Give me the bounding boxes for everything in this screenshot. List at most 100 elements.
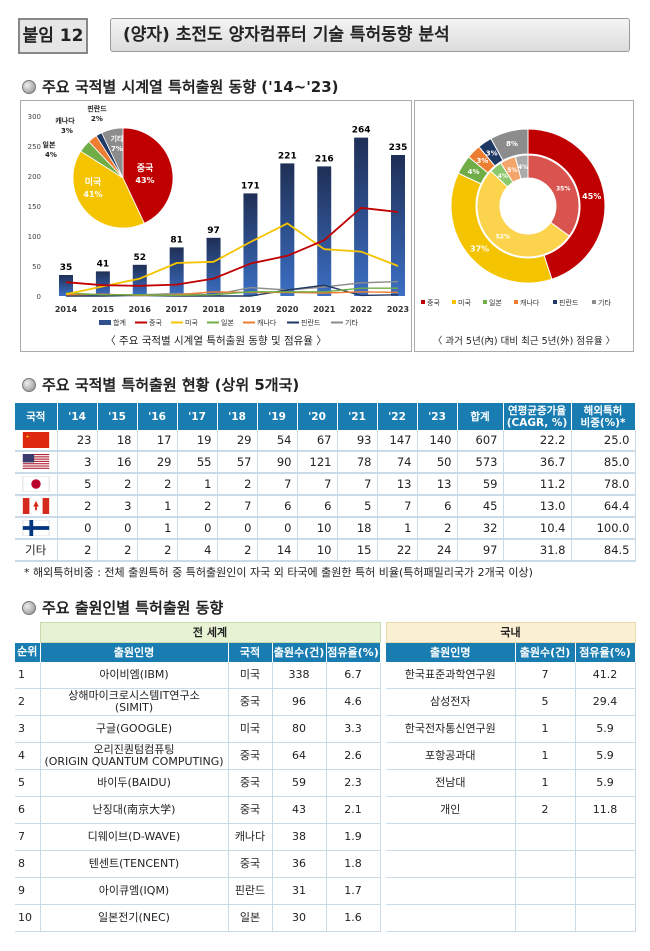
table-row: 23127665764513.064.4	[15, 495, 635, 517]
country-cell	[15, 451, 57, 473]
legend-label: 기타	[598, 298, 611, 307]
table-cell: 10	[297, 517, 337, 539]
column-header: 출원수(건)	[515, 643, 575, 663]
column-header: '22	[377, 403, 417, 430]
world-cell: 4	[15, 743, 40, 770]
world-cell: 중국	[228, 851, 272, 878]
table-cell: 1	[377, 517, 417, 539]
table-cell: 29	[217, 430, 257, 451]
table-row: 3구글(GOOGLE)미국803.3한국전자통신연구원15.9	[15, 716, 635, 743]
table-cell: 2	[97, 473, 137, 495]
page-title: (양자) 초전도 양자컴퓨터 기술 특허동향 분석	[110, 18, 630, 52]
world-cell: 1.8	[326, 851, 380, 878]
pie-value-label: 4%	[45, 151, 57, 159]
domestic-cell: 포항공과대	[386, 743, 515, 770]
bar-total	[96, 271, 110, 296]
share-donut-panel: 45%37%4%3%3%8%35%52%4%5%4%중국미국일본캐나다핀란드기타…	[414, 100, 634, 352]
world-cell: 미국	[228, 662, 272, 689]
domestic-cell	[386, 824, 515, 851]
column-header: 해외특허 비중(%)*	[571, 403, 635, 430]
legend-label: 일본	[221, 318, 234, 327]
pie-label: 미국	[85, 176, 102, 188]
world-cell: 7	[15, 824, 40, 851]
table-row: 10일본전기(NEC)일본301.6	[15, 905, 635, 932]
world-cell: 1	[15, 662, 40, 689]
legend-label: 핀란드	[559, 298, 579, 307]
section-heading-3: 주요 출원인별 특허출원 동향	[22, 597, 223, 618]
country-cell	[15, 473, 57, 495]
world-cell: 2.1	[326, 797, 380, 824]
legend-swatch	[421, 300, 425, 304]
domestic-cell	[575, 905, 635, 932]
bar-data-label: 41	[97, 259, 110, 269]
legend-swatch	[553, 300, 557, 304]
world-cell: 아이큐엠(IQM)	[40, 878, 228, 905]
table-cell: 0	[177, 517, 217, 539]
y-tick-label: 300	[28, 113, 41, 121]
bar-data-label: 35	[60, 263, 73, 273]
pie-value-label: 7%	[111, 145, 123, 153]
country-label: 기타	[25, 543, 46, 557]
outer-ring-value-label: 8%	[506, 140, 518, 148]
column-header: 점유율(%)	[575, 643, 635, 663]
flag-japan-icon	[22, 476, 50, 492]
world-cell: 바이두(BAIDU)	[40, 770, 228, 797]
table-cell: 85.0	[571, 451, 635, 473]
bar-data-label: 52	[134, 253, 147, 263]
table-cell: 147	[377, 430, 417, 451]
bar-total	[391, 155, 405, 296]
table-cell: 13.0	[503, 495, 571, 517]
domestic-cell	[575, 824, 635, 851]
bar-data-label: 81	[170, 235, 183, 245]
domestic-cell: 1	[515, 770, 575, 797]
legend-label: 미국	[458, 298, 471, 307]
table-cell: 2	[137, 473, 177, 495]
bar-data-label: 97	[207, 226, 220, 236]
table-cell: 23	[57, 430, 97, 451]
table-footnote: * 해외특허비중 : 전체 출원특허 중 특허출원인이 자국 외 타국에 출원한…	[15, 566, 635, 579]
table-row: 기타2224214101522249731.884.5	[15, 539, 635, 561]
bar-data-label: 216	[315, 154, 334, 164]
column-header: '20	[297, 403, 337, 430]
table-cell: 2	[217, 473, 257, 495]
world-cell: 10	[15, 905, 40, 932]
pie-label: 일본	[43, 140, 56, 149]
table-row: 5바이두(BAIDU)중국592.3전남대15.9	[15, 770, 635, 797]
table-cell: 121	[297, 451, 337, 473]
flag-canada-icon	[22, 498, 50, 514]
x-tick-label: 2015	[92, 305, 115, 314]
column-header: 순위	[15, 643, 40, 663]
country-cell: 기타	[15, 539, 57, 561]
x-tick-label: 2018	[202, 305, 225, 314]
column-header: 연평균증가율 (CAGR, %)	[503, 403, 571, 430]
pie-value-label: 43%	[135, 176, 154, 185]
x-tick-label: 2023	[387, 305, 409, 314]
world-cell: 30	[272, 905, 326, 932]
table-cell: 90	[257, 451, 297, 473]
inner-ring-value-label: 35%	[556, 185, 570, 192]
column-header: 점유율(%)	[326, 643, 380, 663]
pie-label: 중국	[137, 163, 154, 174]
world-cell: 캐나다	[228, 824, 272, 851]
world-cell: 중국	[228, 797, 272, 824]
chart-caption: 〈 과거 5년(內) 대비 최근 5년(外) 점유율 〉	[433, 335, 615, 347]
table-cell: 2	[217, 539, 257, 561]
x-tick-label: 2014	[55, 305, 78, 314]
domestic-cell: 한국전자통신연구원	[386, 716, 515, 743]
domestic-cell	[515, 851, 575, 878]
domestic-cell: 5.9	[575, 716, 635, 743]
country-patent-table: 국적'14'15'16'17'18'19'20'21'22'23합계연평균증가율…	[15, 403, 636, 562]
domestic-cell	[515, 824, 575, 851]
world-cell: 3	[15, 716, 40, 743]
table-cell: 25.0	[571, 430, 635, 451]
share-donut-chart: 45%37%4%3%3%8%35%52%4%5%4%중국미국일본캐나다핀란드기타…	[415, 101, 633, 351]
legend-swatch	[452, 300, 456, 304]
x-tick-label: 2021	[313, 305, 336, 314]
column-header: '21	[337, 403, 377, 430]
table-cell: 7	[257, 473, 297, 495]
inner-ring-value-label: 4%	[518, 164, 528, 171]
domestic-cell	[386, 851, 515, 878]
pie-label: 캐나다	[55, 116, 75, 125]
table-row: 3162955579012178745057336.785.0	[15, 451, 635, 473]
world-cell: 일본전기(NEC)	[40, 905, 228, 932]
